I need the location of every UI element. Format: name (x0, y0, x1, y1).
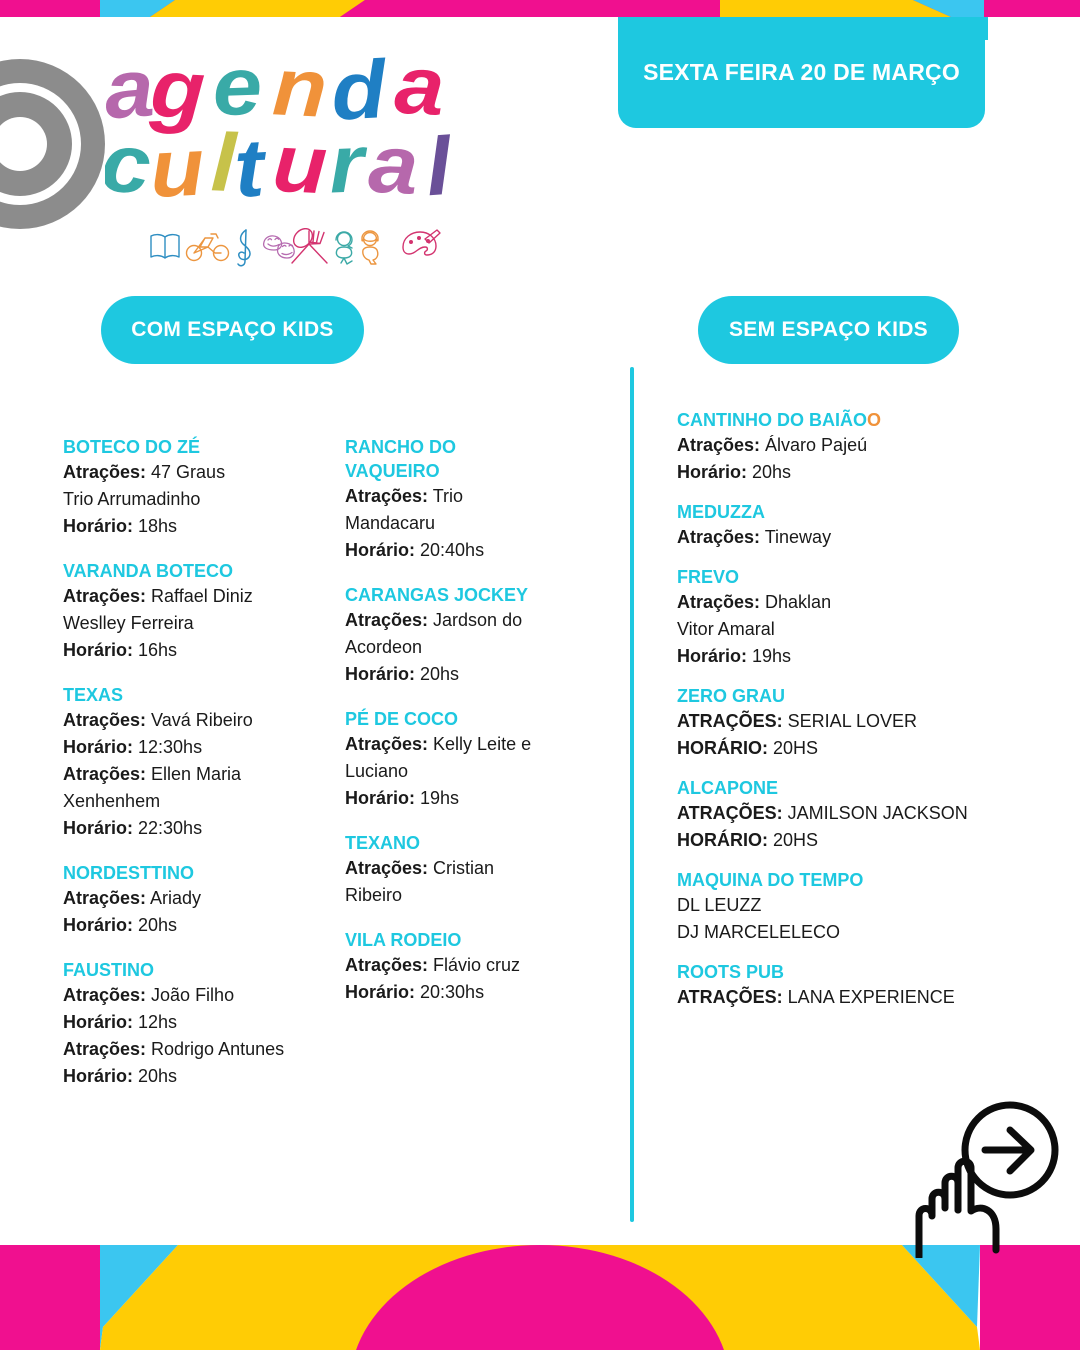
svg-text:c: c (105, 117, 154, 211)
svg-text:a: a (367, 119, 421, 213)
svg-text:u: u (148, 121, 207, 215)
svg-text:l: l (423, 121, 456, 214)
svg-text:t: t (232, 122, 270, 215)
svg-text:u: u (271, 118, 330, 212)
